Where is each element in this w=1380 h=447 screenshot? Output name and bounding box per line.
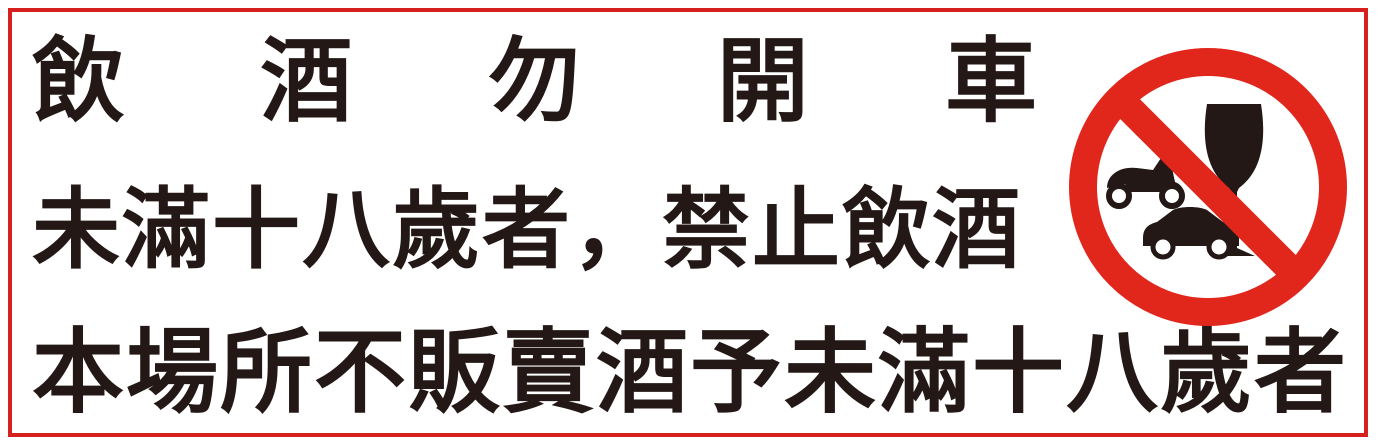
- sign-char: 酒: [260, 28, 353, 135]
- sign-char: 飲: [32, 28, 125, 135]
- sign-line-no-drunk-driving: 飲 酒 勿 開 車: [32, 36, 1037, 128]
- prohibition-slash: [1111, 90, 1305, 284]
- sign-char: 車: [944, 28, 1037, 135]
- no-drinking-driving-icon: [1069, 48, 1347, 326]
- sign-line-no-sale-to-minors: 本場所不販賣酒予未滿十八歲者: [32, 319, 1349, 426]
- car-icon: [1143, 207, 1239, 260]
- warning-sign: 飲 酒 勿 開 車 未滿十八歲者，禁止飲酒 本場所不販賣酒予未滿十八歲者: [8, 8, 1368, 437]
- sign-line-underage-prohibited: 未滿十八歲者，禁止飲酒: [32, 178, 1023, 281]
- sign-char: 開: [716, 28, 809, 135]
- prohibition-ring: [1069, 48, 1347, 326]
- wine-glass-icon: [1204, 104, 1264, 256]
- sign-char: 勿: [488, 28, 581, 135]
